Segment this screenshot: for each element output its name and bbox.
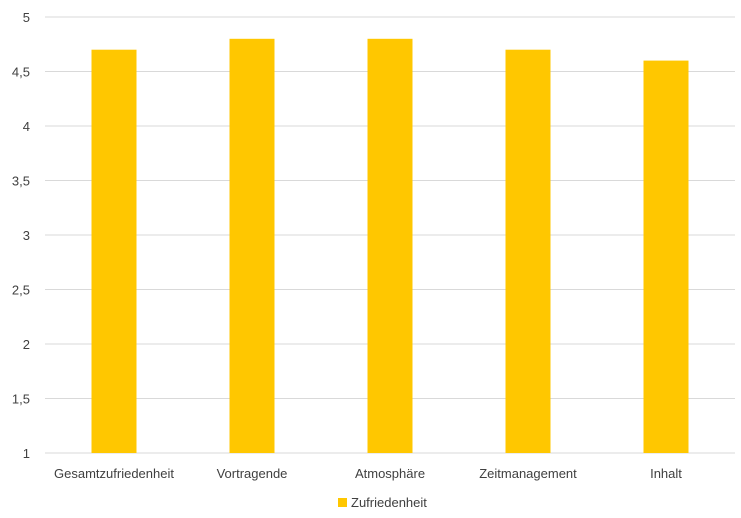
x-tick-label: Zeitmanagement	[479, 466, 577, 481]
x-tick-label: Atmosphäre	[355, 466, 425, 481]
bar-vortragende	[229, 38, 275, 454]
y-tick-label: 2	[23, 337, 30, 352]
legend-swatch	[338, 498, 347, 507]
y-tick-label: 2,5	[12, 283, 30, 298]
bar-inhalt	[643, 60, 689, 453]
legend-label: Zufriedenheit	[351, 495, 427, 510]
bars	[91, 38, 689, 454]
y-tick-label: 3,5	[12, 174, 30, 189]
x-axis-ticks: Gesamtzufriedenheit Vortragende Atmosphäre…	[54, 466, 682, 481]
y-tick-label: 3	[23, 228, 30, 243]
y-tick-label: 5	[23, 10, 30, 25]
x-tick-label: Vortragende	[217, 466, 288, 481]
x-tick-label: Inhalt	[650, 466, 682, 481]
x-tick-label: Gesamtzufriedenheit	[54, 466, 174, 481]
y-tick-label: 4	[23, 119, 30, 134]
y-tick-label: 1	[23, 446, 30, 461]
y-tick-label: 4,5	[12, 65, 30, 80]
bar-gesamtzufriedenheit	[91, 49, 137, 453]
bar-atmosphäre	[367, 38, 413, 454]
y-tick-label: 1,5	[12, 392, 30, 407]
bar-zeitmanagement	[505, 49, 551, 453]
y-axis-ticks: 1 1,5 2 2,5 3 3,5 4 4,5 5	[12, 10, 30, 461]
legend: Zufriedenheit	[338, 495, 427, 510]
